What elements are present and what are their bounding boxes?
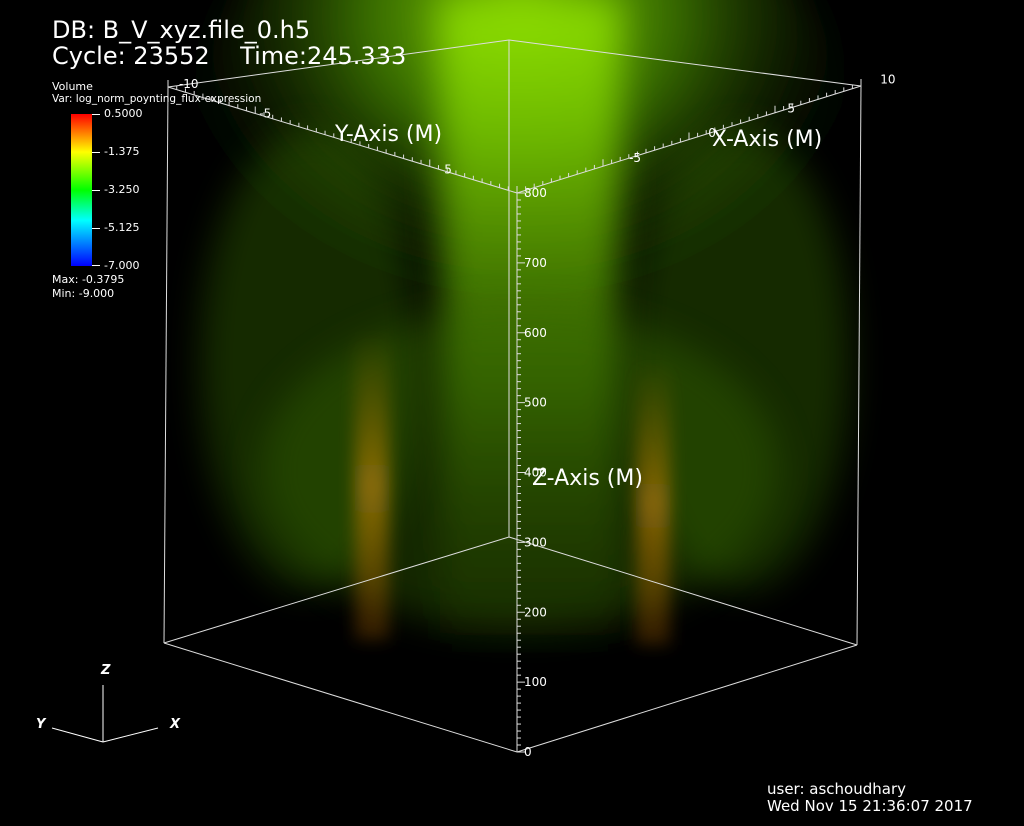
user-label: user: aschoudhary [767, 780, 906, 798]
z-tick-label: 0 [524, 745, 532, 759]
triad-x-label: X [170, 717, 181, 732]
colorbar-tick-label: -7.000 [104, 259, 140, 272]
colorbar-tick [92, 228, 100, 229]
colorbar-tick-label: -1.375 [104, 145, 140, 158]
z-tick-label: 200 [524, 605, 547, 619]
x-axis-title: X-Axis (M) [712, 127, 823, 152]
triad-y-label: Y [36, 717, 46, 732]
z-tick-label: 500 [524, 396, 547, 410]
z-axis-ticks: 0 100 200 300 400 500 600 700 800 [517, 186, 547, 759]
z-axis-title: Z-Axis (M) [532, 466, 643, 491]
y-tick-label: 5 [444, 163, 452, 177]
colorbar-tick-label: -3.250 [104, 183, 140, 196]
bounding-box [163, 39, 862, 753]
triad-z-label: Z [101, 663, 111, 678]
colorbar [71, 114, 92, 266]
z-tick-label: 100 [524, 675, 547, 689]
x-tick-label: 10 [880, 73, 895, 87]
z-tick-label: 600 [524, 326, 547, 340]
colorbar-tick [92, 190, 100, 191]
x-tick-label: 0 [708, 126, 716, 140]
volume-glow [200, 0, 850, 645]
x-tick-label: 5 [787, 102, 795, 116]
colorbar-tick [92, 114, 100, 115]
z-tick-label: 800 [524, 186, 547, 200]
colorbar-tick [92, 152, 100, 153]
legend-variable: Var: log_norm_poynting_flux-expression [52, 93, 262, 105]
cycle-time-label: Cycle: 23552 Time:245.333 [52, 42, 407, 70]
date-label: Wed Nov 15 21:36:07 2017 [767, 797, 973, 815]
axis-triad [51, 685, 159, 743]
y-axis-ticks: -10 -5 5 [167, 77, 518, 193]
z-tick-label: 400 [524, 466, 547, 480]
colorbar-tick-label: -5.125 [104, 221, 140, 234]
z-tick-label: 300 [524, 535, 547, 549]
x-axis-ticks: -5 0 5 10 [516, 73, 895, 193]
legend-title: Volume [52, 80, 93, 93]
database-label: DB: B_V_xyz.file_0.h5 [52, 16, 311, 44]
legend-max: Max: -0.3795 [52, 273, 125, 286]
x-tick-label: -5 [629, 151, 641, 165]
z-tick-label: 700 [524, 256, 547, 270]
legend-min: Min: -9.000 [52, 287, 115, 300]
y-tick-label: -10 [179, 77, 199, 91]
colorbar-tick [92, 265, 100, 266]
y-tick-label: -5 [259, 107, 271, 121]
colorbar-tick-label: 0.5000 [104, 107, 143, 120]
y-axis-title: Y-Axis (M) [335, 122, 443, 147]
